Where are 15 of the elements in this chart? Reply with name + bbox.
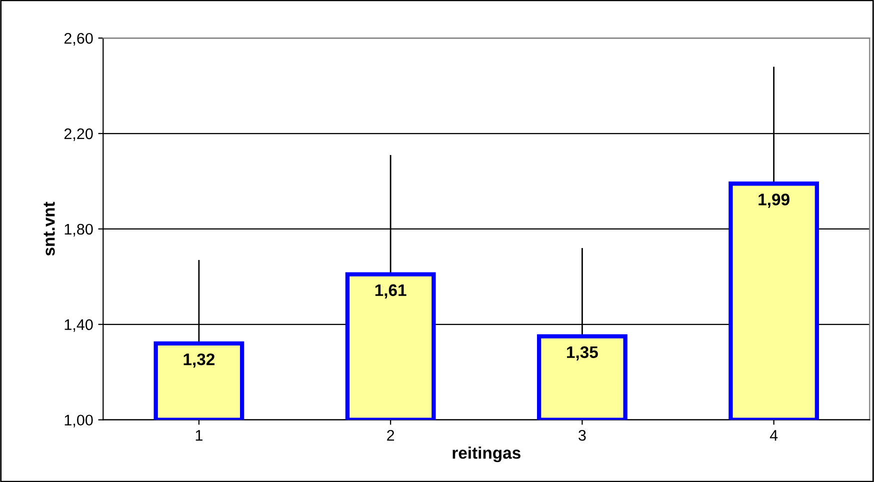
y-tick-label: 1,00 xyxy=(64,414,93,428)
y-tick-label: 2,20 xyxy=(64,128,93,142)
data-label: 1,99 xyxy=(758,194,790,208)
y-tick-label: 1,40 xyxy=(64,319,93,332)
x-tick-label: 1 xyxy=(196,430,202,441)
x-axis-title: reitingas xyxy=(452,446,520,462)
data-label: 1,32 xyxy=(184,353,214,368)
y-tick-label: 1,80 xyxy=(64,224,93,236)
y-tick-label: 2,60 xyxy=(64,32,93,46)
y-axis-title: snt.vnt xyxy=(44,202,55,256)
x-tick-label: 3 xyxy=(578,430,586,441)
data-label: 1,35 xyxy=(567,346,598,361)
data-label: 1,61 xyxy=(375,284,406,298)
x-tick-label: 2 xyxy=(387,430,394,441)
x-tick-label: 4 xyxy=(770,430,778,441)
